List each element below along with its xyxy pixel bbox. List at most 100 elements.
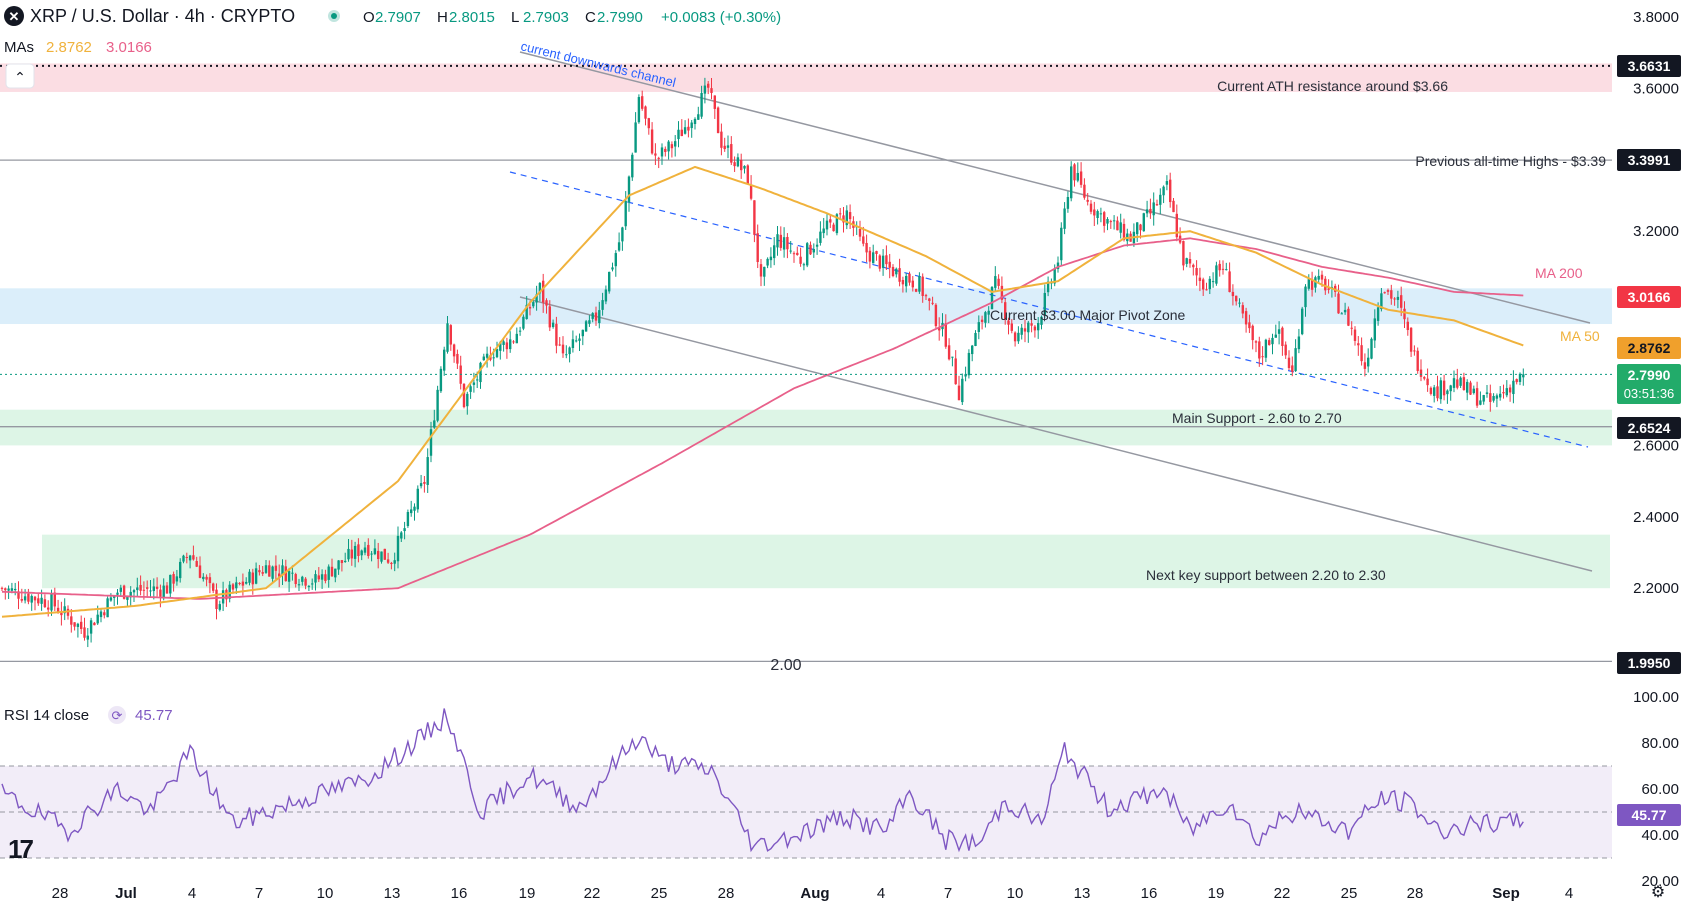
candle-body	[518, 330, 522, 332]
candle-body	[1020, 327, 1023, 335]
candle-body	[1073, 164, 1076, 181]
candle-body	[218, 604, 221, 610]
candle-body	[1063, 208, 1066, 229]
header-legend: ✕ XRP / U.S. Dollar · 4h · CRYPTO O 2.790…	[4, 6, 781, 89]
candle-body	[195, 561, 198, 567]
candle-body	[957, 385, 961, 401]
prev-ath-badge	[1617, 149, 1681, 171]
prev-ath-badge-text: 3.3991	[1628, 152, 1671, 168]
candle-body	[205, 576, 208, 580]
candle-body	[716, 107, 720, 134]
candle-body	[578, 338, 581, 341]
candle-body	[40, 597, 43, 604]
candle-body	[786, 236, 789, 250]
candle-body	[466, 393, 469, 407]
candle-body	[938, 327, 941, 331]
candle-body	[961, 378, 964, 403]
candle-body	[188, 555, 192, 561]
rsi-axis[interactable]: 100.00 80.00 60.00 40.00 20.00	[1633, 689, 1679, 890]
time-tick: 4	[1565, 885, 1573, 902]
candle-body	[291, 572, 294, 574]
candle-body	[1136, 222, 1139, 235]
time-tick: 4	[188, 885, 196, 902]
candle-body	[987, 310, 990, 315]
rsi-badge-text: 45.77	[1631, 807, 1666, 823]
candle-body	[1079, 171, 1083, 185]
candle-body	[1485, 392, 1489, 394]
candle-body	[542, 280, 545, 303]
collapse-button[interactable]	[5, 63, 35, 89]
rsi-legend-value: 45.77	[135, 707, 173, 724]
candle-body	[931, 302, 934, 304]
candle-body	[1231, 291, 1235, 297]
candle-body	[617, 242, 621, 251]
candle-body	[63, 606, 66, 614]
candle-body	[149, 590, 152, 592]
candle-body	[37, 598, 40, 604]
ohlc-value: 2.7907	[375, 9, 421, 26]
time-tick: 28	[52, 885, 69, 902]
candle-body	[251, 572, 254, 585]
candle-body	[905, 275, 908, 287]
candle-body	[1353, 329, 1357, 341]
time-axis[interactable]: 28 Jul 4 7 10 13 16 19 22 25 28 Aug 4 7 10 13 16 19 22 25 28…	[52, 885, 1574, 902]
candle-body	[641, 96, 644, 109]
candle-body	[390, 562, 393, 565]
candle-body	[908, 273, 911, 283]
candle-body	[1436, 386, 1439, 399]
candle-body	[103, 612, 106, 616]
rsi-tick: 20.00	[1641, 873, 1679, 890]
candle-body	[1413, 350, 1416, 352]
candle-body	[1218, 263, 1221, 271]
next-support-label: Next key support between 2.20 to 2.30	[1146, 567, 1386, 583]
candle-body	[76, 623, 80, 627]
candle-body	[1294, 348, 1297, 372]
candle-body	[1093, 209, 1096, 216]
candle-body	[1188, 258, 1192, 264]
candle-body	[47, 607, 50, 610]
candle-body	[1446, 390, 1449, 395]
candle-body	[1301, 308, 1304, 335]
settings-gear-icon[interactable]: ⚙	[1651, 882, 1665, 901]
candle-body	[416, 488, 419, 510]
candle-body	[1327, 288, 1330, 290]
candle-body	[977, 322, 980, 332]
refresh-icon[interactable]	[108, 706, 126, 724]
ma50-line	[1, 165, 1524, 618]
candle-body	[132, 590, 136, 593]
candle-body	[20, 599, 23, 601]
candle-body	[611, 267, 614, 270]
candle-body	[1215, 265, 1218, 284]
candle-body	[1099, 213, 1103, 215]
candle-body	[261, 572, 264, 574]
candle-body	[99, 611, 103, 618]
candle-body	[1472, 388, 1475, 394]
symbol-title[interactable]: XRP / U.S. Dollar · 4h · CRYPTO	[30, 6, 295, 26]
candle-body	[809, 244, 812, 255]
candle-body	[155, 586, 159, 589]
candle-body	[726, 145, 730, 148]
candle-body	[446, 323, 449, 352]
candle-body	[469, 386, 472, 392]
candle-body	[314, 574, 317, 583]
candle-body	[769, 256, 773, 261]
candle-body	[733, 162, 736, 167]
candle-body	[337, 560, 340, 570]
rsi-legend-label: RSI 14 close	[4, 707, 89, 724]
candle-body	[525, 304, 528, 319]
candle-body	[73, 622, 76, 627]
candle-body	[268, 565, 271, 577]
candle-body	[1439, 380, 1442, 400]
candle-body	[980, 319, 984, 322]
candle-body	[264, 565, 268, 573]
candle-body	[1145, 209, 1149, 214]
candle-body	[654, 153, 657, 156]
candle-body	[1235, 295, 1238, 302]
candle-body	[512, 341, 515, 343]
candle-body	[1433, 387, 1436, 396]
candle-body	[307, 586, 311, 588]
downwards-channel	[509, 51, 1593, 572]
candle-body	[753, 200, 756, 235]
candle-body	[967, 352, 971, 376]
